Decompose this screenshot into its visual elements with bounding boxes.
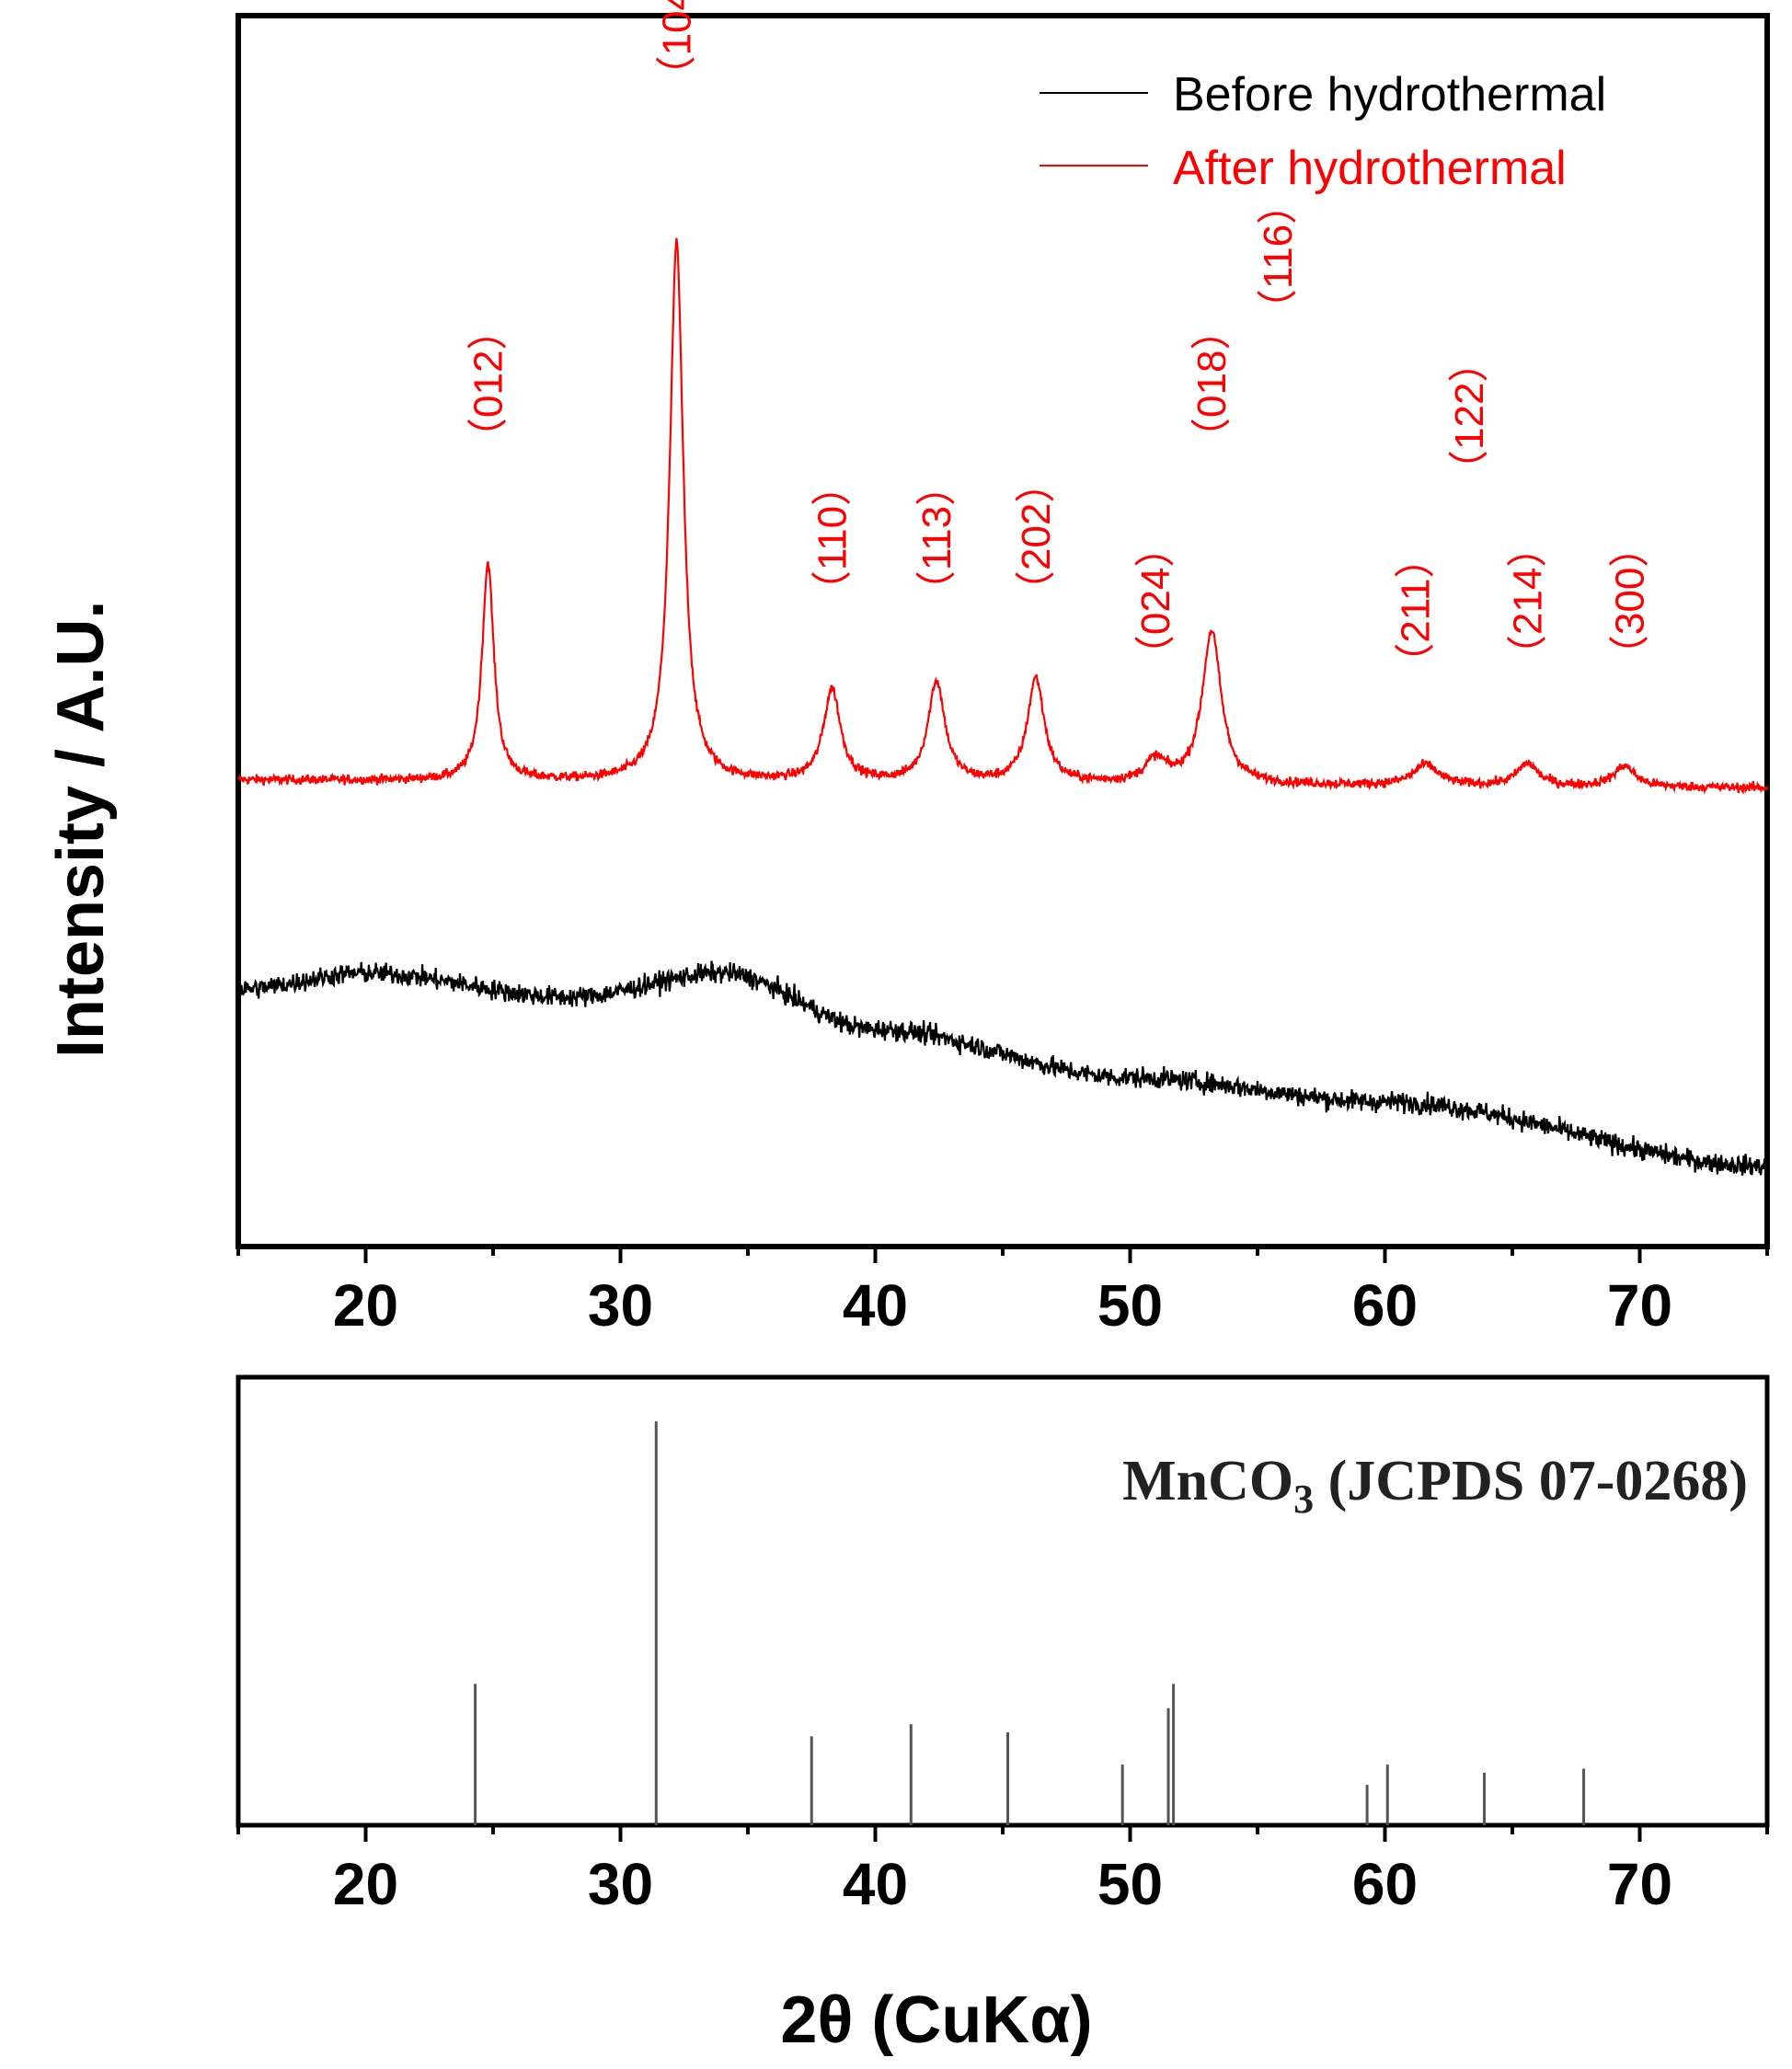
bottom-x-tick-label: 20 bbox=[333, 1851, 398, 1917]
peak-label: （116） bbox=[1256, 184, 1301, 329]
top-x-tick-label: 20 bbox=[333, 1272, 398, 1339]
reference-lines bbox=[474, 1421, 1586, 1825]
peak-label: （110） bbox=[810, 466, 855, 611]
legend-label-after: After hydrothermal bbox=[1173, 142, 1567, 195]
top-x-tick-label: 70 bbox=[1607, 1272, 1672, 1339]
peak-label: （214） bbox=[1506, 527, 1551, 675]
reference-title-subscript: 3 bbox=[1293, 1477, 1314, 1522]
reference-title-main: MnCO bbox=[1122, 1450, 1293, 1512]
y-axis-title: Intensity / A.U. bbox=[44, 601, 118, 1058]
peak-label: （122） bbox=[1447, 342, 1492, 490]
peak-label: （300） bbox=[1607, 527, 1652, 675]
bottom-x-tick-label: 50 bbox=[1097, 1851, 1163, 1917]
reference-title-suffix: (JCPDS 07-0268) bbox=[1314, 1450, 1748, 1512]
series-before-hydrothermal bbox=[237, 960, 1769, 1176]
bottom-x-tick-label: 60 bbox=[1352, 1851, 1418, 1917]
peak-label: （211） bbox=[1394, 538, 1439, 684]
bottom-x-ticks: 20 30 40 50 60 70 bbox=[236, 1825, 1769, 1917]
peak-label: （024） bbox=[1133, 527, 1178, 675]
top-series-group bbox=[237, 237, 1769, 1176]
bottom-x-tick-label: 40 bbox=[843, 1851, 908, 1917]
legend: Before hydrothermal After hydrothermal bbox=[1040, 68, 1606, 195]
x-axis-title: 2θ (CuKα) bbox=[780, 1983, 1092, 2057]
peak-label: （104） bbox=[654, 0, 699, 97]
peak-label-group: （012） （104） （110） （113） （202） （024） （018） （116）… bbox=[466, 0, 1653, 684]
top-x-tick-label: 50 bbox=[1097, 1272, 1163, 1339]
legend-label-before: Before hydrothermal bbox=[1173, 68, 1606, 121]
top-panel: （012） （104） （110） （113） （202） （024） （018） （116）… bbox=[235, 0, 1770, 1339]
series-after-hydrothermal bbox=[237, 237, 1769, 795]
top-x-tick-label: 30 bbox=[588, 1272, 653, 1339]
bottom-x-tick-label: 30 bbox=[588, 1851, 653, 1917]
bottom-x-tick-label: 70 bbox=[1607, 1851, 1672, 1917]
peak-label: （113） bbox=[914, 466, 959, 611]
reference-title: MnCO3 (JCPDS 07-0268) bbox=[1122, 1450, 1748, 1522]
peak-label: （018） bbox=[1189, 310, 1235, 458]
peak-label: （012） bbox=[466, 310, 511, 458]
top-x-ticks: 20 30 40 50 60 70 bbox=[236, 1247, 1769, 1339]
bottom-plot-frame bbox=[235, 1374, 1770, 1828]
top-x-tick-label: 40 bbox=[843, 1272, 908, 1339]
peak-label: （202） bbox=[1014, 463, 1059, 611]
top-x-tick-label: 60 bbox=[1352, 1272, 1418, 1339]
bottom-panel: MnCO3 (JCPDS 07-0268) 20 30 40 50 60 70 bbox=[235, 1374, 1770, 1917]
